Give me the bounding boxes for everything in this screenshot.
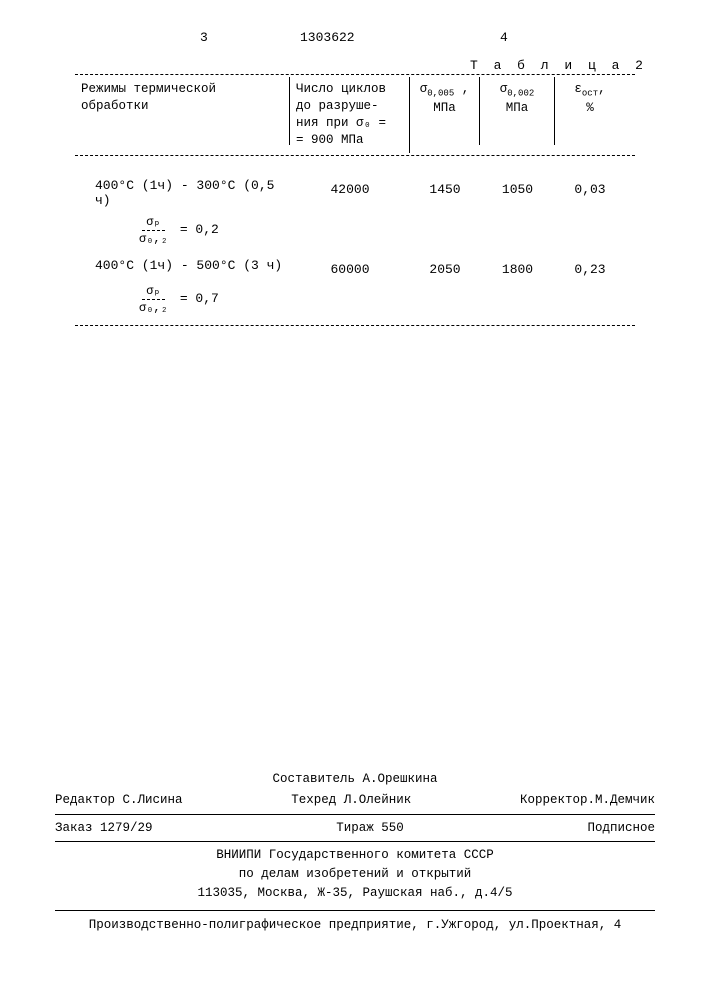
comma: , xyxy=(454,82,469,96)
col-header-sub: ост xyxy=(582,89,598,99)
org-line-1: ВНИИПИ Государственного комитета СССР xyxy=(55,846,655,865)
editor-row: Редактор С.Лисина Техред Л.Олейник Корре… xyxy=(55,791,655,810)
col-header-sub: 0,005 xyxy=(427,89,454,99)
ratio-expression: σₚ σ₀,₂ = 0,2 xyxy=(75,214,635,246)
col-header-sub: 0,002 xyxy=(507,89,534,99)
credits-block: Составитель А.Орешкина Редактор С.Лисина… xyxy=(55,770,655,903)
editor-label: Редактор С.Лисина xyxy=(55,791,183,810)
cell-sigma0002: 1050 xyxy=(480,178,555,197)
org-line-2: по делам изобретений и открытий xyxy=(55,865,655,884)
corrector-label: Корректор.М.Демчик xyxy=(520,791,655,810)
col-header-unit: МПа xyxy=(506,101,529,115)
col-header-text: до разруше- xyxy=(296,99,379,113)
page-number-left: 3 xyxy=(200,30,208,45)
col-header-regime: Режимы термической обработки xyxy=(75,77,290,145)
col-header-text: Число циклов xyxy=(296,82,386,96)
col-header-unit: МПа xyxy=(433,101,456,115)
organization-block: ВНИИПИ Государственного комитета СССР по… xyxy=(55,846,655,902)
cell-sigma0002: 1800 xyxy=(480,258,555,277)
order-row: Заказ 1279/29 Тираж 550 Подписное xyxy=(55,819,655,838)
fraction-denominator: σ₀,₂ xyxy=(135,231,172,246)
col-header-text: ния при σ₀ = xyxy=(296,116,386,130)
table-row: 400°С (1ч) - 300°С (0,5 ч) 42000 1450 10… xyxy=(75,178,635,208)
col-header-symbol: ε xyxy=(574,82,582,96)
divider xyxy=(55,841,655,842)
footer-line: Производственно-полиграфическое предприя… xyxy=(55,918,655,932)
cell-regime: 400°С (1ч) - 500°С (3 ч) xyxy=(75,258,290,273)
techred-label: Техред Л.Олейник xyxy=(291,791,411,810)
fraction: σₚ σ₀,₂ xyxy=(135,214,172,246)
fraction-numerator: σₚ xyxy=(142,283,164,300)
cell-cycles: 60000 xyxy=(290,258,410,277)
order-number: Заказ 1279/29 xyxy=(55,819,153,838)
col-header-sigma0005: σ0,005 , МПа xyxy=(410,77,480,145)
fraction-denominator: σ₀,₂ xyxy=(135,300,172,315)
table-rule-top xyxy=(75,74,635,75)
cell-sigma0005: 1450 xyxy=(410,178,480,197)
table-rule-bottom xyxy=(75,325,635,326)
divider xyxy=(55,814,655,815)
podpis-label: Подписное xyxy=(587,819,655,838)
page-number-right: 4 xyxy=(500,30,508,45)
table-rule-mid xyxy=(75,155,635,156)
table-caption: Т а б л и ц а 2 xyxy=(470,58,647,73)
table-body: 400°С (1ч) - 300°С (0,5 ч) 42000 1450 10… xyxy=(75,158,635,315)
cell-sigma0005: 2050 xyxy=(410,258,480,277)
ratio-value: = 0,2 xyxy=(180,222,219,237)
cell-cycles: 42000 xyxy=(290,178,410,197)
fraction: σₚ σ₀,₂ xyxy=(135,283,172,315)
data-table: Режимы термической обработки Число цикло… xyxy=(75,72,635,328)
cell-regime: 400°С (1ч) - 300°С (0,5 ч) xyxy=(75,178,290,208)
divider-bottom xyxy=(55,910,655,911)
col-header-eps: εост, % xyxy=(555,77,625,145)
fraction-numerator: σₚ xyxy=(142,214,164,231)
document-number: 1303622 xyxy=(300,30,355,45)
table-header-row: Режимы термической обработки Число цикло… xyxy=(75,77,635,153)
col-header-text: Режимы термической обработки xyxy=(81,82,216,113)
compiler-line: Составитель А.Орешкина xyxy=(55,770,655,789)
cell-eps: 0,23 xyxy=(555,258,625,277)
col-header-cycles: Число циклов до разруше- ния при σ₀ = = … xyxy=(290,77,410,153)
ratio-expression: σₚ σ₀,₂ = 0,7 xyxy=(75,283,635,315)
col-header-text: = 900 МПа xyxy=(296,133,364,147)
tirazh-label: Тираж 550 xyxy=(336,819,404,838)
table-row: 400°С (1ч) - 500°С (3 ч) 60000 2050 1800… xyxy=(75,258,635,277)
page: 3 1303622 4 Т а б л и ц а 2 Режимы терми… xyxy=(0,0,707,1000)
comma: , xyxy=(598,82,606,96)
org-address: 113035, Москва, Ж-35, Раушская наб., д.4… xyxy=(55,884,655,903)
ratio-value: = 0,7 xyxy=(180,291,219,306)
col-header-sigma0002: σ0,002 МПа xyxy=(480,77,555,145)
col-header-unit: % xyxy=(586,101,594,115)
cell-eps: 0,03 xyxy=(555,178,625,197)
